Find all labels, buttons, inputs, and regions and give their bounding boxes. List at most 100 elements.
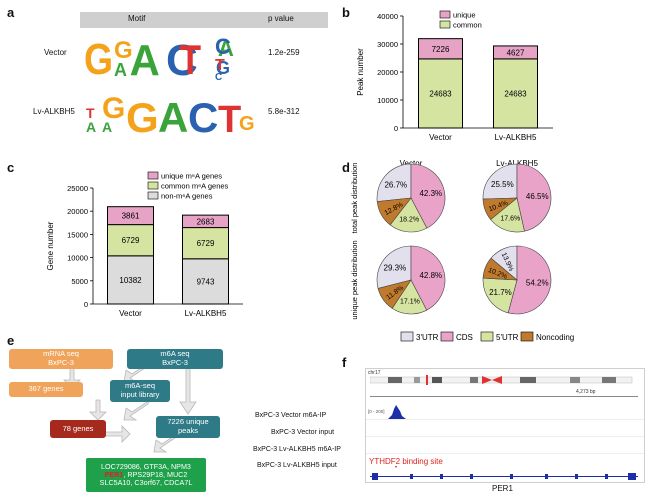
input-library-box: m6A-seq input library <box>110 380 170 402</box>
track-label-vector-ip: BxPC-3 Vector m6A-IP <box>255 412 327 419</box>
binding-site-marker: • <box>395 465 398 471</box>
x-tick-label: Vector <box>429 133 452 142</box>
y-tick-label: 15000 <box>67 230 88 239</box>
result-genes-line1: LOC729086, GTF3A, NPM3 <box>101 461 191 471</box>
bar-segment <box>182 258 229 305</box>
binding-site-label: YTHDF2 binding site <box>369 457 443 466</box>
per1-highlight: PER1 <box>104 469 124 479</box>
y-tick-label: 5000 <box>71 277 88 286</box>
legend-label: unique <box>453 11 476 20</box>
logo-letter: A <box>102 119 112 135</box>
bar-segment <box>107 255 154 305</box>
logo-letter: A <box>158 94 188 138</box>
pie-slice-label: 46.5% <box>526 192 549 201</box>
y-tick-label: 10000 <box>377 96 398 105</box>
pie-slice <box>376 245 412 289</box>
pie-slice-label: 25.5% <box>491 180 514 189</box>
pvalue-header: p value <box>268 14 294 23</box>
exon <box>372 473 378 480</box>
bar-value-label: 3861 <box>122 212 140 221</box>
mrna-seq-box: mRNA seq BxPC-3 <box>9 349 113 369</box>
m6a-seq-label: m6A seq <box>160 349 190 359</box>
ideogram-band <box>570 377 580 383</box>
panel-letter-b: b <box>342 5 350 20</box>
y-tick-label: 20000 <box>377 68 398 77</box>
input-library-line1: m6A-seq <box>124 381 155 391</box>
logo-letter: G <box>84 34 113 80</box>
chromosome-label: chr17 <box>368 370 381 376</box>
logo-letter: A <box>130 36 160 80</box>
result-genes-line3: SLC5A10, C3orf67, CDCA7L <box>99 478 193 488</box>
logo-letter: T <box>179 37 201 80</box>
motif-logo-alkbh5-tail: G <box>239 113 255 134</box>
y-tick-label: 0 <box>84 300 88 309</box>
legend-swatch <box>439 10 451 19</box>
motif-pvalue-vector: 1.2e-259 <box>268 48 300 57</box>
pie-slice-label: 26.7% <box>384 180 407 189</box>
legend-swatch <box>520 331 534 342</box>
pie-row-label: unique peak distribution <box>350 240 359 319</box>
genes-78-label: 78 genes <box>62 423 94 433</box>
legend-swatch <box>439 20 451 29</box>
legend-label: common m⁶A genes <box>161 182 229 191</box>
logo-letter: G <box>126 94 159 138</box>
logo-letter: C <box>215 34 231 59</box>
pie-slice-label: 42.8% <box>419 271 442 280</box>
coordinate-size: 4,273 bp <box>576 389 596 395</box>
panel-letter-c: c <box>7 160 15 175</box>
bar-segment <box>493 45 538 60</box>
logo-letter: C <box>188 94 218 138</box>
bar-value-label: 10382 <box>119 276 142 285</box>
mrna-seq-cell: BxPC-3 <box>48 358 74 367</box>
legend-label: CDS <box>456 333 473 342</box>
bar-value-label: 7226 <box>432 45 450 54</box>
track-label-alkbh5-ip: BxPC-3 Lv-ALKBH5 m6A-IP <box>253 446 341 453</box>
bar-segment <box>418 38 463 60</box>
exon <box>410 474 413 479</box>
legend-label: non-m⁶A genes <box>161 192 213 201</box>
exon <box>510 474 513 479</box>
y-axis-label: Gene number <box>46 221 55 270</box>
pie-slice-label: 18.2% <box>399 216 419 223</box>
ideogram-band <box>432 377 442 383</box>
genes-367-box: 367 genes <box>9 382 83 397</box>
legend-label: 3'UTR <box>416 333 439 342</box>
ideogram-band <box>388 377 402 383</box>
logo-letter: T <box>218 99 241 138</box>
ideogram-band <box>470 377 478 383</box>
logo-letter: T <box>215 57 225 74</box>
ideogram-band <box>520 377 536 383</box>
bar-value-label: 9743 <box>197 277 215 286</box>
pie-slice <box>376 197 412 226</box>
y-axis-label: Peak number <box>356 48 365 96</box>
motif-row-label-vector: Vector <box>44 48 67 57</box>
pie-slice-label: 21.7% <box>489 288 512 297</box>
gene-exons <box>372 473 636 480</box>
m6a-seq-cell: BxPC-3 <box>162 358 188 367</box>
pie-slice <box>482 277 518 314</box>
logo-letter: A <box>114 60 127 80</box>
exon <box>440 474 443 479</box>
pie-slice-label: 54.2% <box>526 279 549 288</box>
pie-slice-label: 17.1% <box>400 298 420 305</box>
motif-logo-alkbh5: T A G A G A C T <box>86 92 241 138</box>
genes-367-label: 367 genes <box>28 384 64 394</box>
bar-segment <box>418 58 463 129</box>
pie-slice <box>482 257 518 281</box>
unique-peaks-line2: peaks <box>177 426 198 435</box>
ideogram-band <box>414 377 420 383</box>
unique-peaks-line1: 7226 unique <box>167 417 209 427</box>
m6a-seq-box: m6A seq BxPC-3 <box>127 349 223 369</box>
gene-number-chart: Gene number 0 5000 10000 15000 20000 25000 1038… <box>46 171 243 318</box>
track-divider <box>366 419 644 420</box>
legend-label: Noncoding <box>536 333 574 342</box>
unique-peaks-box: 7226 unique peaks <box>156 416 220 438</box>
bar-value-label: 6729 <box>122 236 140 245</box>
y-tick-label: 30000 <box>377 40 398 49</box>
legend-swatch <box>147 191 159 200</box>
legend-swatch <box>147 171 159 180</box>
track-scale: [0 - 200] <box>368 409 385 414</box>
pie-slice-label: 29.3% <box>384 264 407 273</box>
ideogram-band <box>602 377 616 383</box>
